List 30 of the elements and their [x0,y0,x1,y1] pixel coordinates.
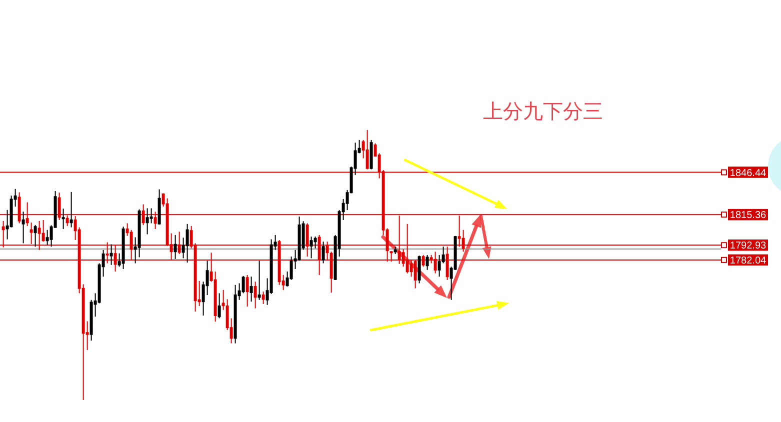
candlestick [254,281,257,309]
candlestick [22,211,25,244]
candlestick [262,291,265,304]
candlestick [366,130,369,170]
candlestick [110,244,113,266]
text: 上分九下分三 [483,101,603,123]
candlestick [62,208,65,230]
ref-line-label: 1846.44 [730,168,767,179]
candlestick [250,276,253,302]
candlestick [258,260,261,300]
candlestick [42,219,45,242]
candlestick [418,255,421,284]
ref-line-label: 1792.93 [730,240,767,252]
candlestick [426,254,429,270]
ref-line-label: 1782.04 [730,255,767,266]
candlestick [186,223,189,264]
candlestick [146,208,149,235]
candlestick [174,234,177,260]
candlestick [242,275,245,294]
candlestick [438,254,441,278]
candlestick [310,236,313,259]
candlestick [34,224,37,248]
candlestick [246,274,249,308]
candlestick [46,229,49,246]
ref-line-label: 1815.36 [730,210,767,222]
candlestick [150,208,153,224]
candlestick [218,292,221,319]
candlestick [70,191,73,228]
candlestick [322,241,325,264]
candlestick [314,236,317,249]
